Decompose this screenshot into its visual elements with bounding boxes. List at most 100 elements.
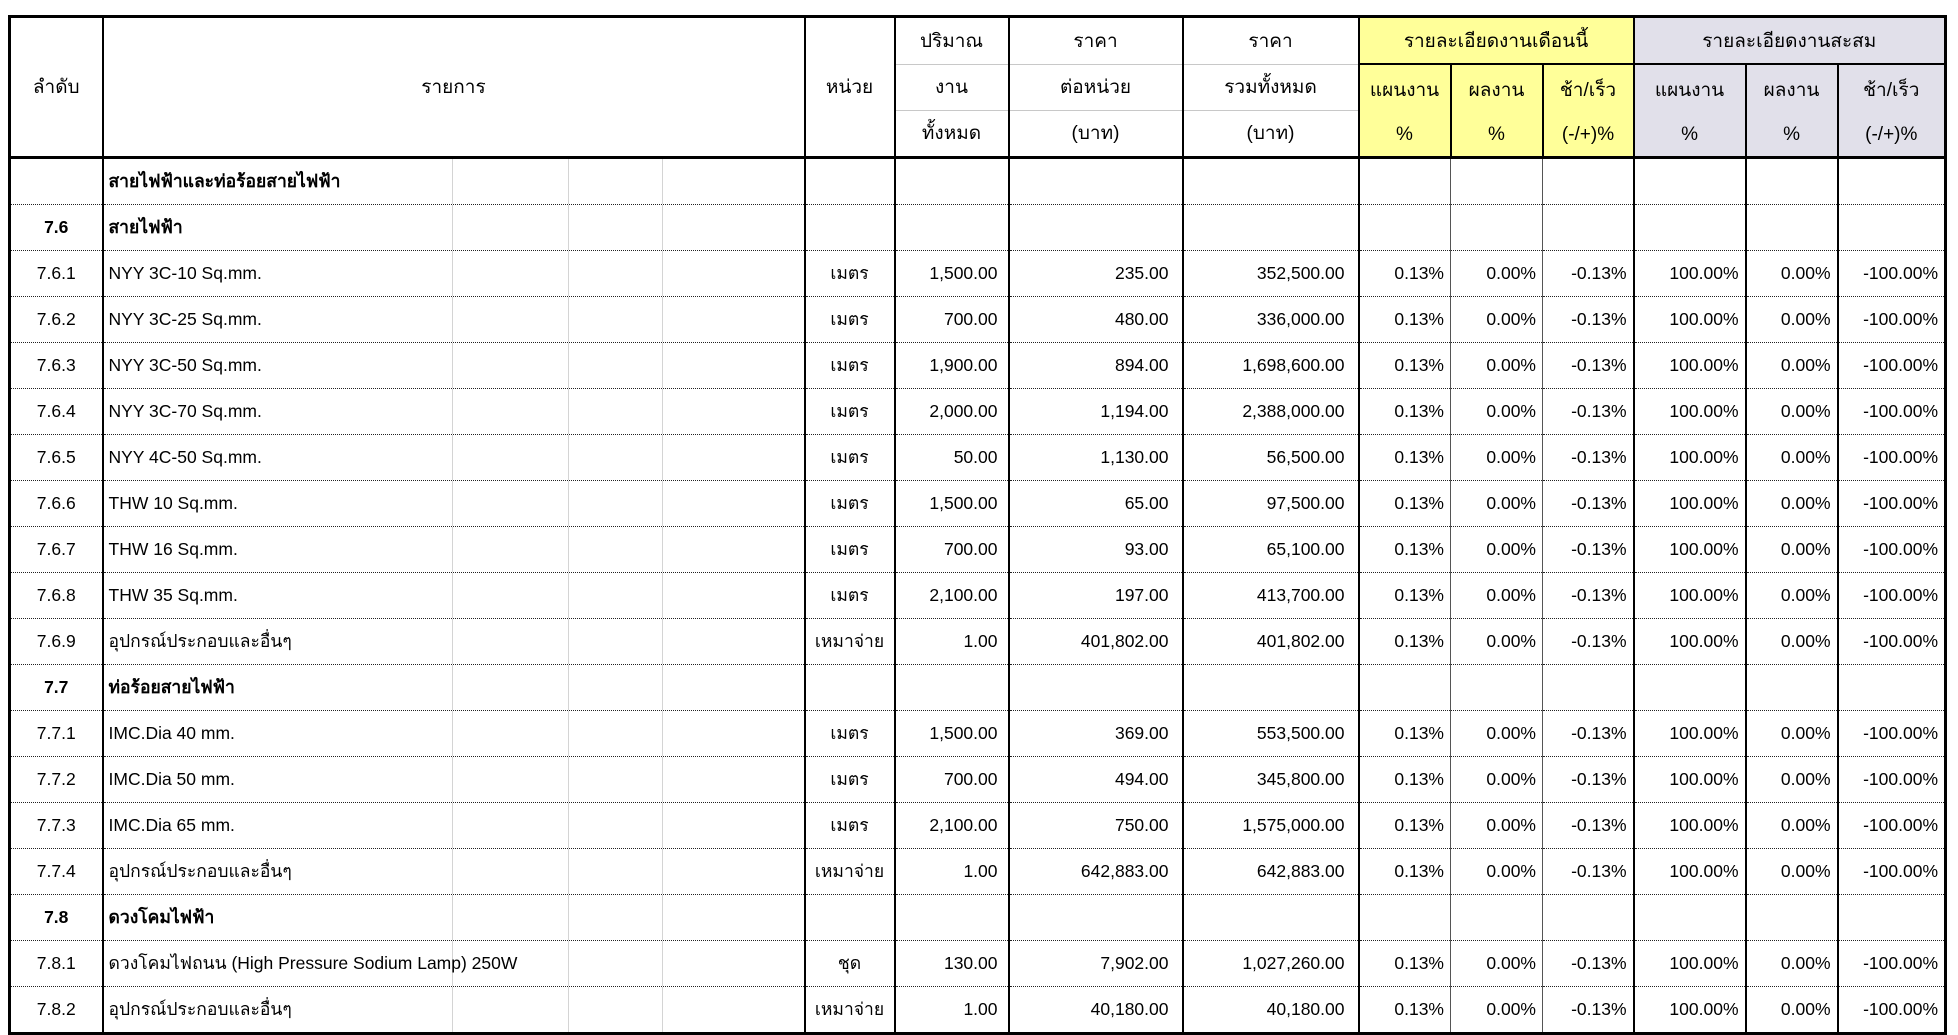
cell-total-price: 401,802.00 [1182,618,1360,665]
cell-unit: เมตร [804,434,896,481]
cell-no: 7.7.3 [9,802,104,849]
cell-qty: 1,500.00 [894,250,1010,297]
cell-cum-actual [1745,664,1839,711]
cell-month-actual [1450,157,1543,205]
cell-month-diff: -0.13% [1542,802,1635,849]
cell-month-diff: -0.13% [1542,480,1635,527]
cell-cum-actual: 0.00% [1745,572,1839,619]
cell-cum-plan: 100.00% [1633,986,1747,1033]
cell-total-price: 642,883.00 [1182,848,1360,895]
header-unit-price-line2: ต่อหน่วย [1008,64,1184,111]
cell-no: 7.8 [9,894,104,941]
table-row: 7.6 สายไฟฟ้า [9,204,1946,251]
cell-unit [804,157,896,205]
cell-unit: เมตร [804,250,896,297]
cell-no: 7.6 [9,204,104,251]
cell-cum-actual: 0.00% [1745,388,1839,435]
cell-item: สายไฟฟ้าและท่อร้อยสายไฟฟ้า [102,157,806,205]
cell-month-actual: 0.00% [1450,618,1543,665]
cell-total-price: 1,027,260.00 [1182,940,1360,987]
cell-month-actual: 0.00% [1450,342,1543,389]
table-header: ลำดับ รายการ หน่วย ปริมาณ ราคา ราคา รายล… [9,16,1946,159]
cell-cum-actual [1745,204,1839,251]
cell-no: 7.6.1 [9,250,104,297]
cell-cum-plan: 100.00% [1633,388,1747,435]
cell-unit-price: 197.00 [1008,572,1184,619]
cell-unit: เมตร [804,526,896,573]
cell-unit: เมตร [804,710,896,757]
cell-item: THW 16 Sq.mm. [102,526,806,573]
cell-qty [894,157,1010,205]
table-row: 7.6.1 NYY 3C-10 Sq.mm. เมตร 1,500.00 235.00 3… [9,250,1946,297]
cell-cum-actual: 0.00% [1745,296,1839,343]
cell-month-diff [1542,204,1635,251]
cell-item: NYY 3C-70 Sq.mm. [102,388,806,435]
cell-total-price: 97,500.00 [1182,480,1360,527]
cell-qty: 1,500.00 [894,480,1010,527]
cell-total-price: 56,500.00 [1182,434,1360,481]
table-row: 7.6.7 THW 16 Sq.mm. เมตร 700.00 93.00 65,100.… [9,526,1946,573]
cell-unit: เมตร [804,388,896,435]
cell-item: สายไฟฟ้า [102,204,806,251]
cell-unit [804,664,896,711]
cell-month-plan [1358,664,1451,711]
cell-month-plan: 0.13% [1358,480,1451,527]
cell-item: NYY 3C-10 Sq.mm. [102,250,806,297]
cell-total-price [1182,894,1360,941]
cell-unit: เมตร [804,342,896,389]
cell-total-price: 345,800.00 [1182,756,1360,803]
cell-unit: เมตร [804,480,896,527]
cell-month-plan [1358,157,1451,205]
cell-month-plan: 0.13% [1358,434,1451,481]
cell-item: NYY 3C-25 Sq.mm. [102,296,806,343]
cell-cum-diff [1837,664,1946,711]
table-row: 7.6.2 NYY 3C-25 Sq.mm. เมตร 700.00 480.00 336… [9,296,1946,343]
cell-item: IMC.Dia 50 mm. [102,756,806,803]
cell-unit-price: 369.00 [1008,710,1184,757]
cell-item: ดวงโคมไฟฟ้า [102,894,806,941]
cell-no [9,157,104,205]
cell-month-actual: 0.00% [1450,526,1543,573]
cell-cum-plan: 100.00% [1633,756,1747,803]
cell-item: ดวงโคมไฟถนน (High Pressure Sodium Lamp) … [102,940,806,987]
cell-unit-price: 235.00 [1008,250,1184,297]
cell-cum-diff [1837,894,1946,941]
cell-month-actual: 0.00% [1450,388,1543,435]
table-row: 7.7.2 IMC.Dia 50 mm. เมตร 700.00 494.00 345,8… [9,756,1946,803]
cell-cum-plan: 100.00% [1633,940,1747,987]
cell-month-actual: 0.00% [1450,710,1543,757]
cell-cum-actual: 0.00% [1745,618,1839,665]
cell-cum-actual: 0.00% [1745,756,1839,803]
cell-qty: 1.00 [894,848,1010,895]
cell-cum-plan: 100.00% [1633,848,1747,895]
cell-total-price: 1,698,600.00 [1182,342,1360,389]
cell-item: อุปกรณ์ประกอบและอื่นๆ [102,848,806,895]
table-row: 7.6.8 THW 35 Sq.mm. เมตร 2,100.00 197.00 413,… [9,572,1946,619]
cell-cum-plan: 100.00% [1633,342,1747,389]
header-month-plan: แผนงาน% [1358,64,1452,159]
cell-unit-price: 40,180.00 [1008,986,1184,1033]
header-qty-line1: ปริมาณ [894,16,1010,65]
cell-qty: 1.00 [894,986,1010,1033]
cell-unit [804,894,896,941]
table-row: 7.8.1 ดวงโคมไฟถนน (High Pressure Sodium L… [9,940,1946,987]
cell-no: 7.6.9 [9,618,104,665]
cell-unit: เหมาจ่าย [804,986,896,1033]
cell-month-diff: -0.13% [1542,434,1635,481]
cell-cum-plan [1633,157,1747,205]
cell-qty [894,664,1010,711]
cell-month-actual: 0.00% [1450,572,1543,619]
cell-no: 7.6.6 [9,480,104,527]
cell-total-price: 352,500.00 [1182,250,1360,297]
header-total-price-line1: ราคา [1182,16,1360,65]
cell-month-actual: 0.00% [1450,480,1543,527]
cell-cum-plan: 100.00% [1633,526,1747,573]
cell-month-actual [1450,664,1543,711]
cell-qty: 1.00 [894,618,1010,665]
cell-cum-diff [1837,157,1946,205]
cell-cum-plan [1633,894,1747,941]
table-row: 7.7.4 อุปกรณ์ประกอบและอื่นๆ เหมาจ่าย 1.00 64… [9,848,1946,895]
header-cum-plan: แผนงาน% [1633,64,1747,159]
cell-total-price: 413,700.00 [1182,572,1360,619]
cell-cum-plan: 100.00% [1633,296,1747,343]
